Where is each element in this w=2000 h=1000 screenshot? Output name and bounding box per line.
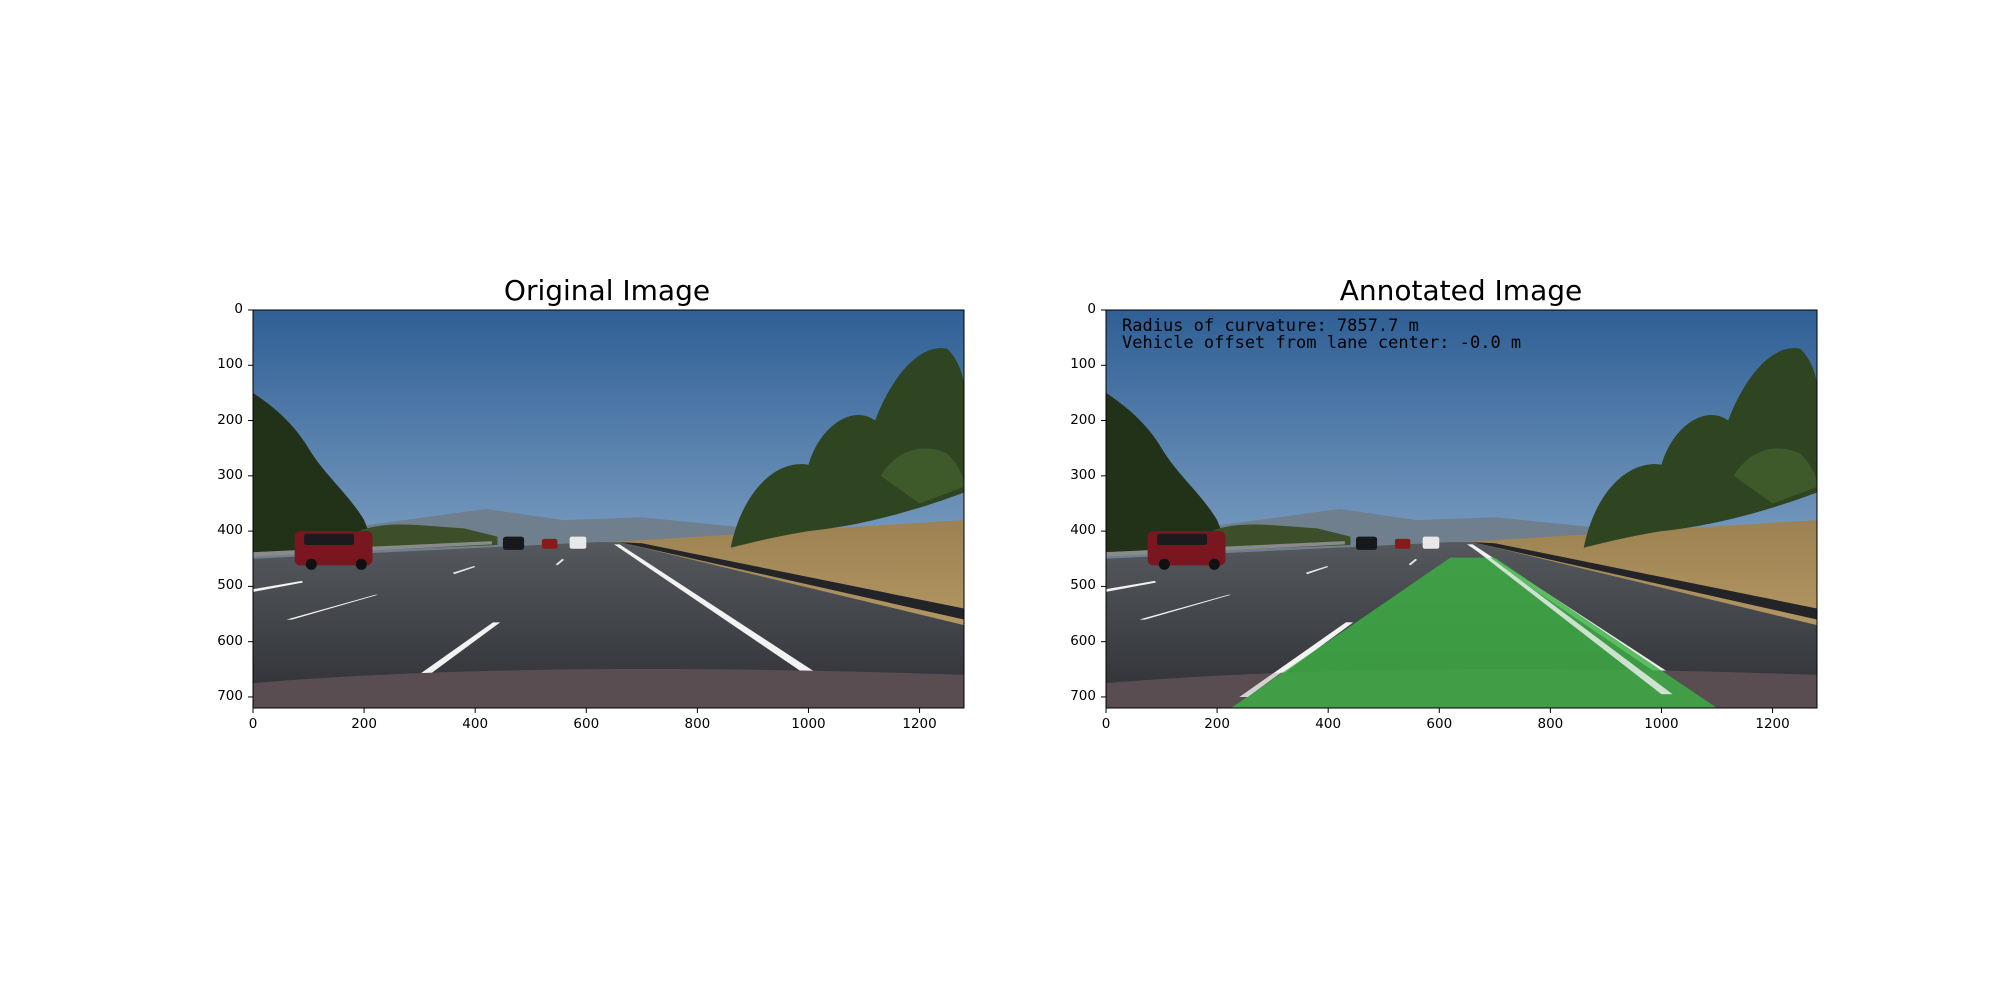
annotated-road-image <box>1106 310 1817 708</box>
y-tick-label: 100 <box>217 356 243 373</box>
radius-of-curvature-text: Radius of curvature: 7857.7 m <box>1122 316 1419 336</box>
x-tick-label: 1000 <box>791 716 826 732</box>
y-tick-label: 600 <box>217 632 243 649</box>
axes-frame-left <box>252 309 965 709</box>
axes-frame-right <box>1105 309 1818 709</box>
y-tick-label: 400 <box>217 522 243 539</box>
x-tick-label: 400 <box>462 716 489 732</box>
y-tick-label: 0 <box>234 301 243 317</box>
y-tick-label: 300 <box>217 466 243 483</box>
y-tick-label: 700 <box>217 687 243 704</box>
x-tick-label: 1200 <box>902 716 937 732</box>
y-tick-label: 200 <box>217 411 243 428</box>
x-tick-label: 1200 <box>1755 716 1790 732</box>
y-tick-label: 100 <box>1070 356 1096 373</box>
lane-fill-overlay <box>1231 557 1718 708</box>
x-tick-label: 600 <box>1426 716 1453 732</box>
x-tick-label: 1000 <box>1644 716 1679 732</box>
x-tick-label: 0 <box>1101 716 1111 732</box>
y-tick-label: 300 <box>1070 466 1096 483</box>
x-tick-label: 200 <box>1204 716 1230 732</box>
y-tick-label: 700 <box>1070 687 1096 704</box>
x-tick-label: 0 <box>248 716 258 732</box>
x-tick-label: 400 <box>1315 716 1342 732</box>
x-tick-label: 800 <box>1537 716 1564 732</box>
y-tick-label: 200 <box>1070 411 1096 428</box>
y-tick-label: 0 <box>1087 301 1096 317</box>
x-tick-label: 200 <box>351 716 377 732</box>
y-tick-label: 500 <box>1070 577 1096 594</box>
y-tick-label: 600 <box>1070 632 1096 649</box>
ticks-left <box>248 309 921 713</box>
x-tick-label: 600 <box>573 716 600 732</box>
y-tick-label: 500 <box>217 577 243 594</box>
vehicle-offset-text: Vehicle offset from lane center: -0.0 m <box>1122 333 1521 353</box>
panel-title-original: Original Image <box>503 274 711 307</box>
y-tick-label: 400 <box>1070 522 1096 539</box>
ticks-right <box>1101 309 1774 713</box>
x-tick-label: 800 <box>684 716 711 732</box>
original-road-image <box>253 310 964 708</box>
panel-title-annotated: Annotated Image <box>1339 274 1583 307</box>
